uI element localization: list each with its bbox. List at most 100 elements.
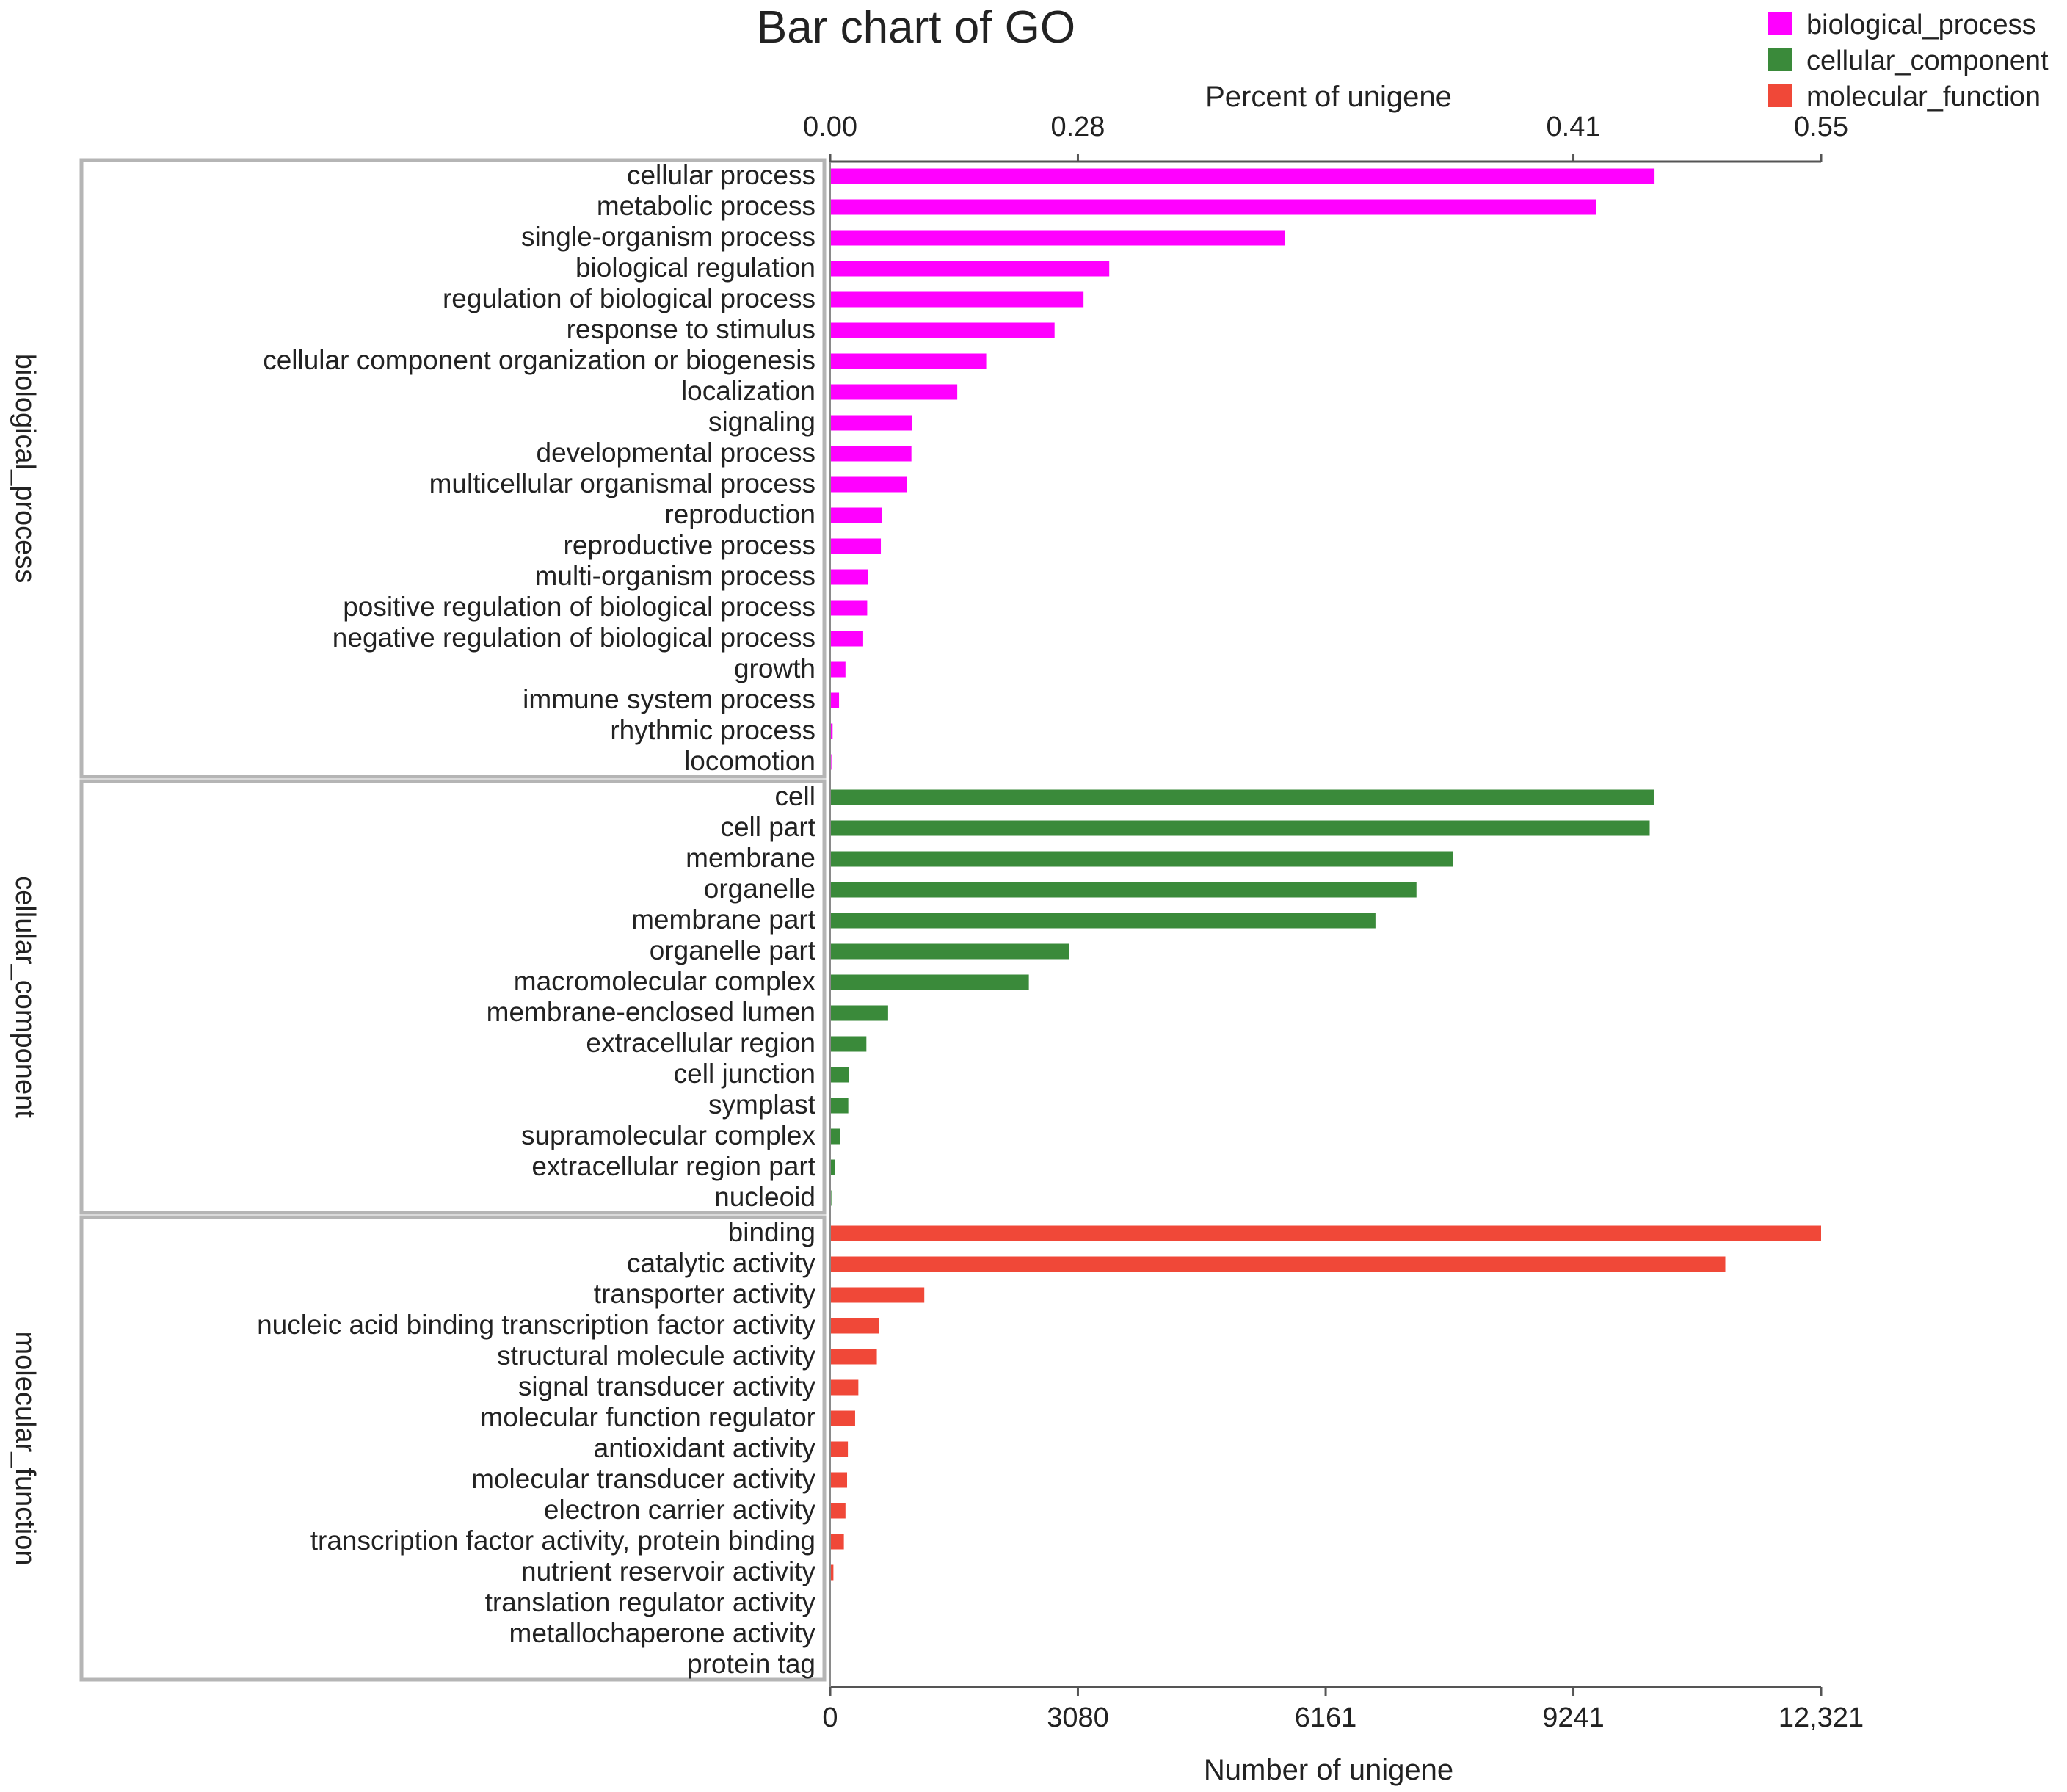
bar-biological_process <box>830 600 868 616</box>
term-label: transporter activity <box>594 1279 816 1309</box>
term-label: molecular transducer activity <box>471 1464 815 1494</box>
bar-biological_process <box>830 723 833 739</box>
term-label: translation regulator activity <box>485 1587 816 1617</box>
bar-biological_process <box>830 291 1084 308</box>
term-label: signaling <box>708 407 815 437</box>
group-title-biological_process: biological_process <box>10 354 40 584</box>
bottom-axis-title: Number of unigene <box>1204 1754 1453 1786</box>
bottom-tick-label: 3080 <box>1047 1702 1109 1733</box>
bar-biological_process <box>830 384 958 400</box>
group-title-cellular_component: cellular_component <box>10 876 40 1118</box>
term-label: locomotion <box>684 746 815 776</box>
term-label: antioxidant activity <box>594 1433 816 1463</box>
bar-cellular_component <box>830 789 1654 805</box>
bar-cellular_component <box>830 1005 888 1021</box>
bar-biological_process <box>830 569 868 585</box>
term-label: negative regulation of biological proces… <box>333 623 815 653</box>
term-label: multicellular organismal process <box>429 468 815 498</box>
term-label: transcription factor activity, protein b… <box>310 1526 815 1556</box>
legend-label-molecular_function: molecular_function <box>1806 81 2041 112</box>
bar-biological_process <box>830 230 1285 246</box>
bar-molecular_function <box>830 1379 859 1396</box>
bar-biological_process <box>830 507 882 523</box>
top-axis-title: Percent of unigene <box>1205 81 1452 113</box>
bottom-tick-label: 9241 <box>1542 1702 1605 1733</box>
bar-cellular_component <box>830 943 1069 960</box>
bar-biological_process <box>830 446 912 462</box>
term-label: metabolic process <box>597 191 815 221</box>
legend-swatch-biological_process <box>1768 12 1792 35</box>
term-label: single-organism process <box>521 222 815 252</box>
term-label: response to stimulus <box>567 314 815 344</box>
bottom-tick-label: 0 <box>822 1702 838 1733</box>
term-label: metallochaperone activity <box>509 1618 816 1648</box>
bar-cellular_component <box>830 882 1417 898</box>
legend: biological_process cellular_componentmole… <box>1768 10 2049 112</box>
term-label: cell <box>774 781 815 811</box>
top-tick-label: 0.41 <box>1547 112 1601 142</box>
bar-molecular_function <box>830 1441 849 1457</box>
term-label: nutrient reservoir activity <box>521 1556 815 1586</box>
bar-biological_process <box>830 538 882 554</box>
term-label: positive regulation of biological proces… <box>343 592 815 622</box>
term-label: electron carrier activity <box>544 1495 816 1525</box>
top-tick-label: 0.00 <box>803 112 857 142</box>
term-label: reproductive process <box>564 530 815 560</box>
term-label: multi-organism process <box>535 561 815 591</box>
bar-molecular_function <box>830 1564 834 1581</box>
term-label: molecular function regulator <box>480 1402 815 1432</box>
legend-label-cellular_component: cellular_component <box>1806 46 2049 76</box>
term-label: catalytic activity <box>627 1248 816 1278</box>
term-label: cell junction <box>674 1059 815 1089</box>
term-label: cell part <box>720 812 815 842</box>
term-label: extracellular region part <box>531 1151 815 1181</box>
bar-biological_process <box>830 199 1596 215</box>
chart-title: Bar chart of GO <box>757 2 1075 53</box>
term-label: developmental process <box>537 438 816 468</box>
axes: 0.00 0.28 0.41 0.55 0 3080 6161 9241 12,321 <box>803 112 1864 1733</box>
term-label: membrane-enclosed lumen <box>487 997 815 1027</box>
group-title-molecular_function: molecular_function <box>10 1332 40 1566</box>
bar-molecular_function <box>830 1534 844 1550</box>
term-label: nucleoid <box>714 1182 815 1212</box>
bar-biological_process <box>830 476 907 493</box>
group-frame-biological_process <box>79 158 827 779</box>
bar-biological_process <box>830 261 1110 277</box>
bottom-tick-label: 12,321 <box>1779 1702 1864 1733</box>
bar-cellular_component <box>830 974 1029 990</box>
bar-molecular_function <box>830 1287 925 1303</box>
term-label: supramolecular complex <box>521 1120 816 1150</box>
term-label: structural molecule activity <box>497 1341 815 1371</box>
term-label: cellular component organization or bioge… <box>263 345 815 375</box>
legend-swatch-cellular_component <box>1768 48 1792 71</box>
bar-biological_process <box>830 415 912 431</box>
top-tick-label: 0.28 <box>1050 112 1105 142</box>
bar-molecular_function <box>830 1410 855 1426</box>
term-label: protein tag <box>687 1649 815 1679</box>
bar-biological_process <box>830 661 846 678</box>
bar-molecular_function <box>830 1349 877 1365</box>
term-label: reproduction <box>664 499 815 529</box>
term-label: extracellular region <box>586 1028 815 1058</box>
term-label: immune system process <box>523 684 815 714</box>
term-label: organelle part <box>650 935 816 965</box>
bar-molecular_function <box>830 1472 848 1488</box>
bar-biological_process <box>830 168 1655 184</box>
term-label: rhythmic process <box>610 715 815 745</box>
bar-cellular_component <box>830 1067 849 1083</box>
bar-molecular_function <box>830 1256 1726 1272</box>
bars <box>830 168 1821 1673</box>
term-label: growth <box>734 653 815 683</box>
bar-cellular_component <box>830 1128 840 1145</box>
group-frames: biological_process cellular_componentmole… <box>10 158 827 1682</box>
group-frame-molecular_function <box>79 1215 827 1682</box>
bar-cellular_component <box>830 1036 867 1052</box>
bar-molecular_function <box>830 1503 846 1519</box>
bar-cellular_component <box>830 851 1453 867</box>
bar-biological_process <box>830 322 1055 338</box>
term-label: regulation of biological process <box>443 283 815 313</box>
term-label: cellular process <box>627 160 815 190</box>
bar-biological_process <box>830 631 863 647</box>
